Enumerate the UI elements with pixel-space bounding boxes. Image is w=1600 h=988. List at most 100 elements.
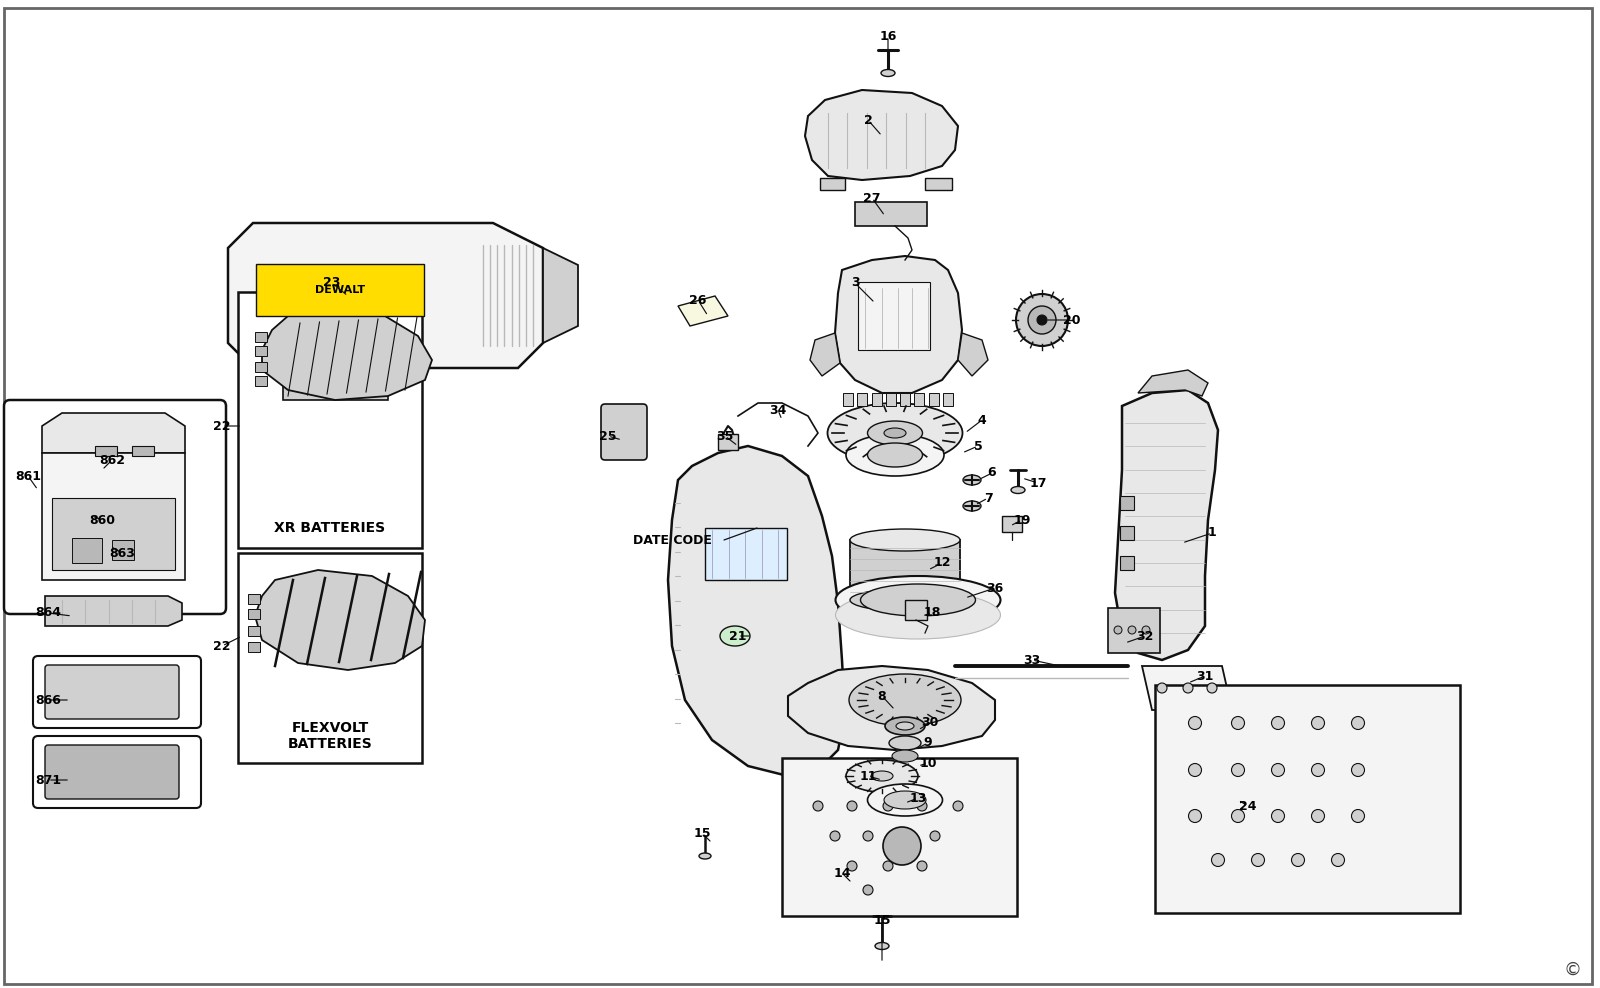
Bar	[254, 332, 267, 342]
Ellipse shape	[846, 801, 858, 811]
Bar	[906, 600, 926, 620]
Ellipse shape	[1037, 315, 1046, 325]
Ellipse shape	[1027, 306, 1056, 334]
Text: 1: 1	[1208, 527, 1216, 539]
FancyBboxPatch shape	[45, 665, 179, 719]
Ellipse shape	[1312, 764, 1325, 777]
Ellipse shape	[1251, 854, 1264, 866]
Text: 27: 27	[864, 192, 880, 205]
Ellipse shape	[917, 861, 926, 871]
Bar	[858, 282, 930, 350]
Bar	[248, 594, 259, 604]
Bar	[256, 264, 424, 316]
Ellipse shape	[850, 529, 960, 551]
Ellipse shape	[1232, 764, 1245, 777]
Ellipse shape	[846, 760, 918, 792]
Ellipse shape	[896, 722, 914, 730]
Text: 33: 33	[1024, 653, 1040, 667]
Ellipse shape	[930, 831, 941, 841]
Ellipse shape	[954, 801, 963, 811]
Ellipse shape	[1331, 854, 1344, 866]
Text: 22: 22	[213, 639, 230, 652]
Ellipse shape	[861, 584, 976, 616]
Bar	[1155, 685, 1459, 913]
Ellipse shape	[850, 674, 962, 726]
Polygon shape	[942, 393, 954, 406]
Text: 26: 26	[690, 293, 707, 306]
Ellipse shape	[1157, 683, 1166, 693]
Ellipse shape	[1272, 764, 1285, 777]
Text: 13: 13	[909, 791, 926, 804]
Polygon shape	[835, 256, 962, 393]
FancyBboxPatch shape	[5, 400, 226, 614]
Ellipse shape	[875, 943, 890, 949]
Ellipse shape	[1352, 716, 1365, 729]
Ellipse shape	[1211, 854, 1224, 866]
Bar	[254, 362, 267, 372]
Bar	[42, 453, 186, 580]
Bar	[283, 365, 387, 400]
Text: 17: 17	[1029, 476, 1046, 489]
Polygon shape	[928, 393, 939, 406]
Ellipse shape	[867, 443, 923, 467]
Text: 3: 3	[851, 277, 859, 289]
Text: 2: 2	[864, 114, 872, 126]
Text: 31: 31	[1197, 670, 1214, 683]
FancyBboxPatch shape	[34, 656, 202, 728]
Ellipse shape	[720, 626, 750, 646]
Ellipse shape	[1142, 626, 1150, 634]
Text: 18: 18	[923, 607, 941, 619]
Ellipse shape	[1189, 764, 1202, 777]
Bar	[248, 642, 259, 652]
Bar	[1107, 608, 1160, 653]
Bar	[854, 202, 926, 226]
Ellipse shape	[846, 861, 858, 871]
Polygon shape	[810, 333, 840, 376]
Text: ©: ©	[1563, 961, 1581, 979]
Polygon shape	[787, 666, 995, 750]
Polygon shape	[901, 393, 910, 406]
Polygon shape	[886, 393, 896, 406]
Polygon shape	[925, 178, 952, 190]
Bar	[706, 528, 787, 580]
Text: 4: 4	[978, 414, 986, 427]
Ellipse shape	[1291, 854, 1304, 866]
Ellipse shape	[867, 784, 942, 816]
Ellipse shape	[1206, 683, 1218, 693]
Polygon shape	[958, 333, 989, 376]
Text: 30: 30	[922, 716, 939, 729]
Ellipse shape	[870, 771, 893, 781]
Text: 860: 860	[90, 514, 115, 527]
Text: 34: 34	[770, 403, 787, 417]
Text: 21: 21	[730, 629, 747, 642]
Ellipse shape	[1016, 294, 1069, 346]
Text: 19: 19	[1013, 514, 1030, 527]
Ellipse shape	[830, 831, 840, 841]
Bar	[850, 540, 960, 600]
Ellipse shape	[813, 801, 822, 811]
Text: 862: 862	[99, 453, 125, 466]
Ellipse shape	[867, 421, 923, 445]
Ellipse shape	[835, 576, 1000, 624]
Ellipse shape	[885, 791, 926, 809]
Polygon shape	[227, 223, 542, 368]
Ellipse shape	[1232, 716, 1245, 729]
Polygon shape	[678, 296, 728, 326]
Polygon shape	[1142, 666, 1232, 710]
Text: 14: 14	[834, 866, 851, 879]
Text: 36: 36	[986, 582, 1003, 595]
Text: DEWALT: DEWALT	[315, 285, 365, 295]
Ellipse shape	[1128, 626, 1136, 634]
Bar	[238, 292, 422, 548]
Ellipse shape	[827, 403, 963, 463]
Ellipse shape	[882, 69, 894, 76]
Text: 25: 25	[600, 430, 616, 443]
Text: 15: 15	[874, 914, 891, 927]
Bar	[1002, 516, 1022, 532]
Ellipse shape	[1011, 486, 1026, 493]
Text: FLEXVOLT
BATTERIES: FLEXVOLT BATTERIES	[288, 721, 373, 751]
Polygon shape	[542, 248, 578, 343]
Text: 32: 32	[1136, 629, 1154, 642]
Polygon shape	[805, 90, 958, 180]
Bar	[782, 758, 1018, 916]
